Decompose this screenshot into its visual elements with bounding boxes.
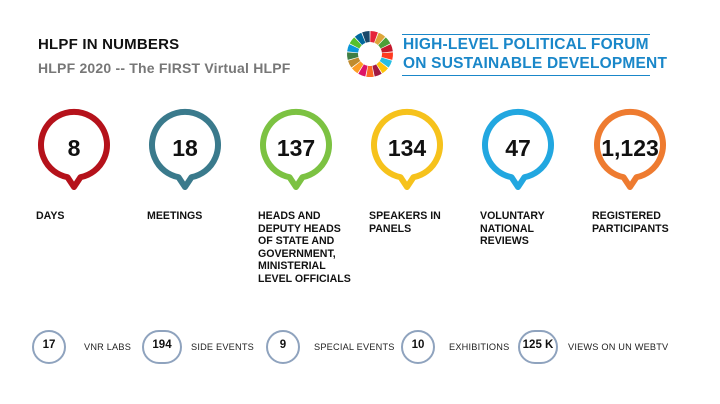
sdg-wheel-segment bbox=[347, 52, 359, 60]
sdg-wheel-segment bbox=[351, 61, 364, 74]
stat-label: MEETINGS bbox=[147, 210, 203, 222]
badge-outline bbox=[401, 330, 435, 364]
sdg-wheel-segment bbox=[349, 37, 362, 49]
hlpf-logo: HIGH-LEVEL POLITICAL FORUM ON SUSTAINABL… bbox=[346, 30, 676, 82]
map-pin-icon bbox=[147, 108, 223, 198]
stat-value: 134 bbox=[387, 135, 427, 161]
map-pin-icon bbox=[592, 108, 668, 198]
mini-stat-value: 9 bbox=[279, 339, 287, 351]
mini-stat-value: 10 bbox=[411, 339, 425, 351]
mini-stat-value: 125 K bbox=[522, 339, 554, 351]
page-subtitle: HLPF 2020 -- The FIRST Virtual HLPF bbox=[38, 60, 291, 76]
sdg-wheel-segment bbox=[362, 31, 370, 43]
sdg-wheel-segment bbox=[379, 57, 392, 68]
map-pin-icon bbox=[369, 108, 445, 198]
logo-line-2: ON SUSTAINABLE DEVELOPMENT bbox=[403, 55, 668, 72]
sdg-wheel-segment bbox=[358, 64, 368, 77]
map-pin-icon bbox=[36, 108, 112, 198]
sdg-wheel-icon bbox=[347, 31, 393, 78]
badge-outline bbox=[32, 330, 66, 364]
sdg-wheel-segment bbox=[378, 37, 391, 49]
sdg-wheel-segment bbox=[372, 64, 382, 77]
mini-stat-label: VNR LABS bbox=[84, 342, 132, 352]
stat-value: 8 bbox=[67, 135, 81, 161]
mini-stat-label: VIEWS ON UN WEBTV bbox=[568, 342, 669, 352]
logo-top-rule bbox=[402, 34, 650, 35]
stat-label: SPEAKERS IN PANELS bbox=[369, 210, 441, 235]
stat-value: 137 bbox=[276, 135, 316, 161]
sdg-wheel-segment bbox=[370, 31, 378, 43]
stat-label: REGISTERED PARTICIPANTS bbox=[592, 210, 669, 235]
stat-value: 1,123 bbox=[601, 135, 659, 161]
map-pin-icon bbox=[480, 108, 556, 198]
logo-bottom-rule bbox=[402, 75, 650, 76]
stat-label: HEADS AND DEPUTY HEADS OF STATE AND GOVE… bbox=[258, 210, 351, 285]
map-pin-icon bbox=[258, 108, 334, 198]
sdg-wheel-segment bbox=[348, 57, 361, 68]
stat-value: 18 bbox=[172, 135, 198, 161]
sdg-wheel-segment bbox=[376, 61, 389, 74]
logo-line-1: HIGH-LEVEL POLITICAL FORUM bbox=[403, 36, 649, 53]
sdg-wheel-segment bbox=[374, 32, 386, 45]
mini-stat-label: EXHIBITIONS bbox=[449, 342, 510, 352]
page-title: HLPF IN NUMBERS bbox=[38, 36, 180, 53]
sdg-wheel-segment bbox=[347, 44, 360, 53]
mini-stat-label: SPECIAL EVENTS bbox=[314, 342, 395, 352]
mini-stat-label: SIDE EVENTS bbox=[191, 342, 254, 352]
badge-outline bbox=[518, 330, 558, 364]
stat-value: 47 bbox=[505, 135, 531, 161]
badge-outline bbox=[142, 330, 182, 364]
stat-label: DAYS bbox=[36, 210, 65, 222]
mini-stat-value: 17 bbox=[42, 339, 56, 351]
stat-label: VOLUNTARY NATIONAL REVIEWS bbox=[480, 210, 545, 247]
sdg-wheel-segment bbox=[381, 52, 393, 60]
sdg-wheel-segment bbox=[354, 32, 366, 45]
badge-outline bbox=[266, 330, 300, 364]
sdg-wheel-segment bbox=[380, 44, 393, 53]
sdg-wheel-segment bbox=[366, 65, 374, 78]
mini-stat-value: 194 bbox=[152, 339, 172, 351]
